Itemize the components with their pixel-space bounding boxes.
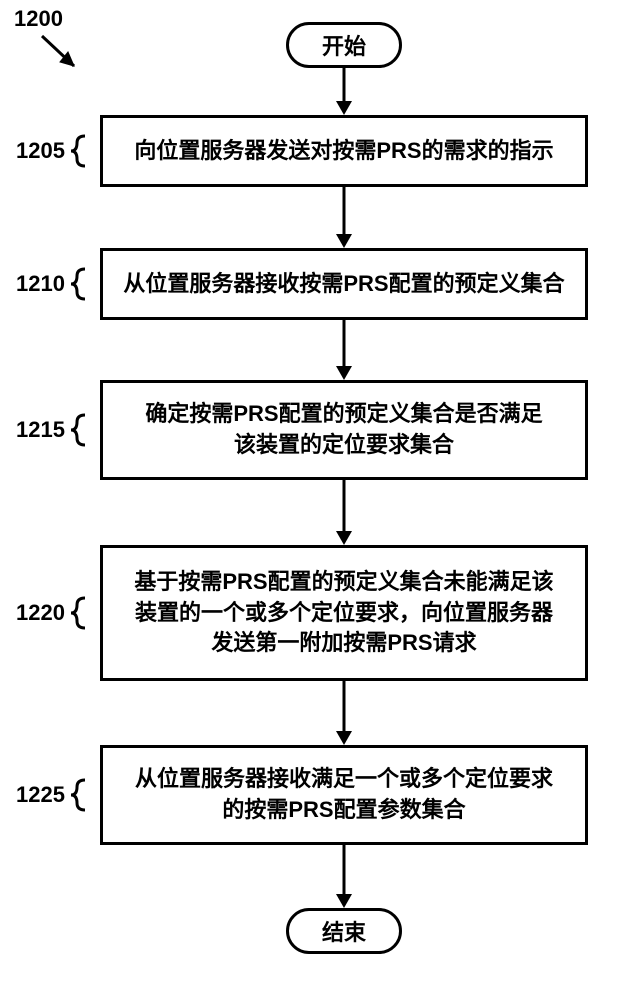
arrow-down-icon xyxy=(334,187,354,248)
start-label: 开始 xyxy=(322,29,366,61)
brace-icon xyxy=(69,267,89,301)
figure-number-arrow xyxy=(36,30,92,82)
end-terminal: 结束 xyxy=(286,908,402,954)
step-label-1225: 1225 xyxy=(16,778,89,812)
end-label: 结束 xyxy=(322,915,366,947)
arrow-down-icon xyxy=(334,480,354,545)
arrow-down-icon xyxy=(334,320,354,380)
step-box-1210: 从位置服务器接收按需PRS配置的预定义集合 xyxy=(100,248,588,320)
step-box-1205: 向位置服务器发送对按需PRS的需求的指示 xyxy=(100,115,588,187)
brace-icon xyxy=(69,134,89,168)
arrow-down-icon xyxy=(334,68,354,115)
step-box-1225: 从位置服务器接收满足一个或多个定位要求 的按需PRS配置参数集合 xyxy=(100,745,588,845)
step-box-1215: 确定按需PRS配置的预定义集合是否满足 该装置的定位要求集合 xyxy=(100,380,588,480)
arrow-down-icon xyxy=(334,845,354,908)
start-terminal: 开始 xyxy=(286,22,402,68)
step-box-1220: 基于按需PRS配置的预定义集合未能满足该 装置的一个或多个定位要求，向位置服务器… xyxy=(100,545,588,681)
step-label-text: 1210 xyxy=(16,271,65,297)
step-label-1220: 1220 xyxy=(16,596,89,630)
step-label-1215: 1215 xyxy=(16,413,89,447)
brace-icon xyxy=(69,596,89,630)
step-label-text: 1225 xyxy=(16,782,65,808)
arrow-down-icon xyxy=(334,681,354,745)
figure-number-label: 1200 xyxy=(14,6,63,32)
step-label-1205: 1205 xyxy=(16,134,89,168)
step-label-text: 1205 xyxy=(16,138,65,164)
flowchart-container: 1200 开始 向位置服务器发送对按需PRS的需求的指示从位置服务器接收按需PR… xyxy=(0,0,634,1000)
step-label-text: 1220 xyxy=(16,600,65,626)
brace-icon xyxy=(69,778,89,812)
brace-icon xyxy=(69,413,89,447)
step-label-text: 1215 xyxy=(16,417,65,443)
step-label-1210: 1210 xyxy=(16,267,89,301)
